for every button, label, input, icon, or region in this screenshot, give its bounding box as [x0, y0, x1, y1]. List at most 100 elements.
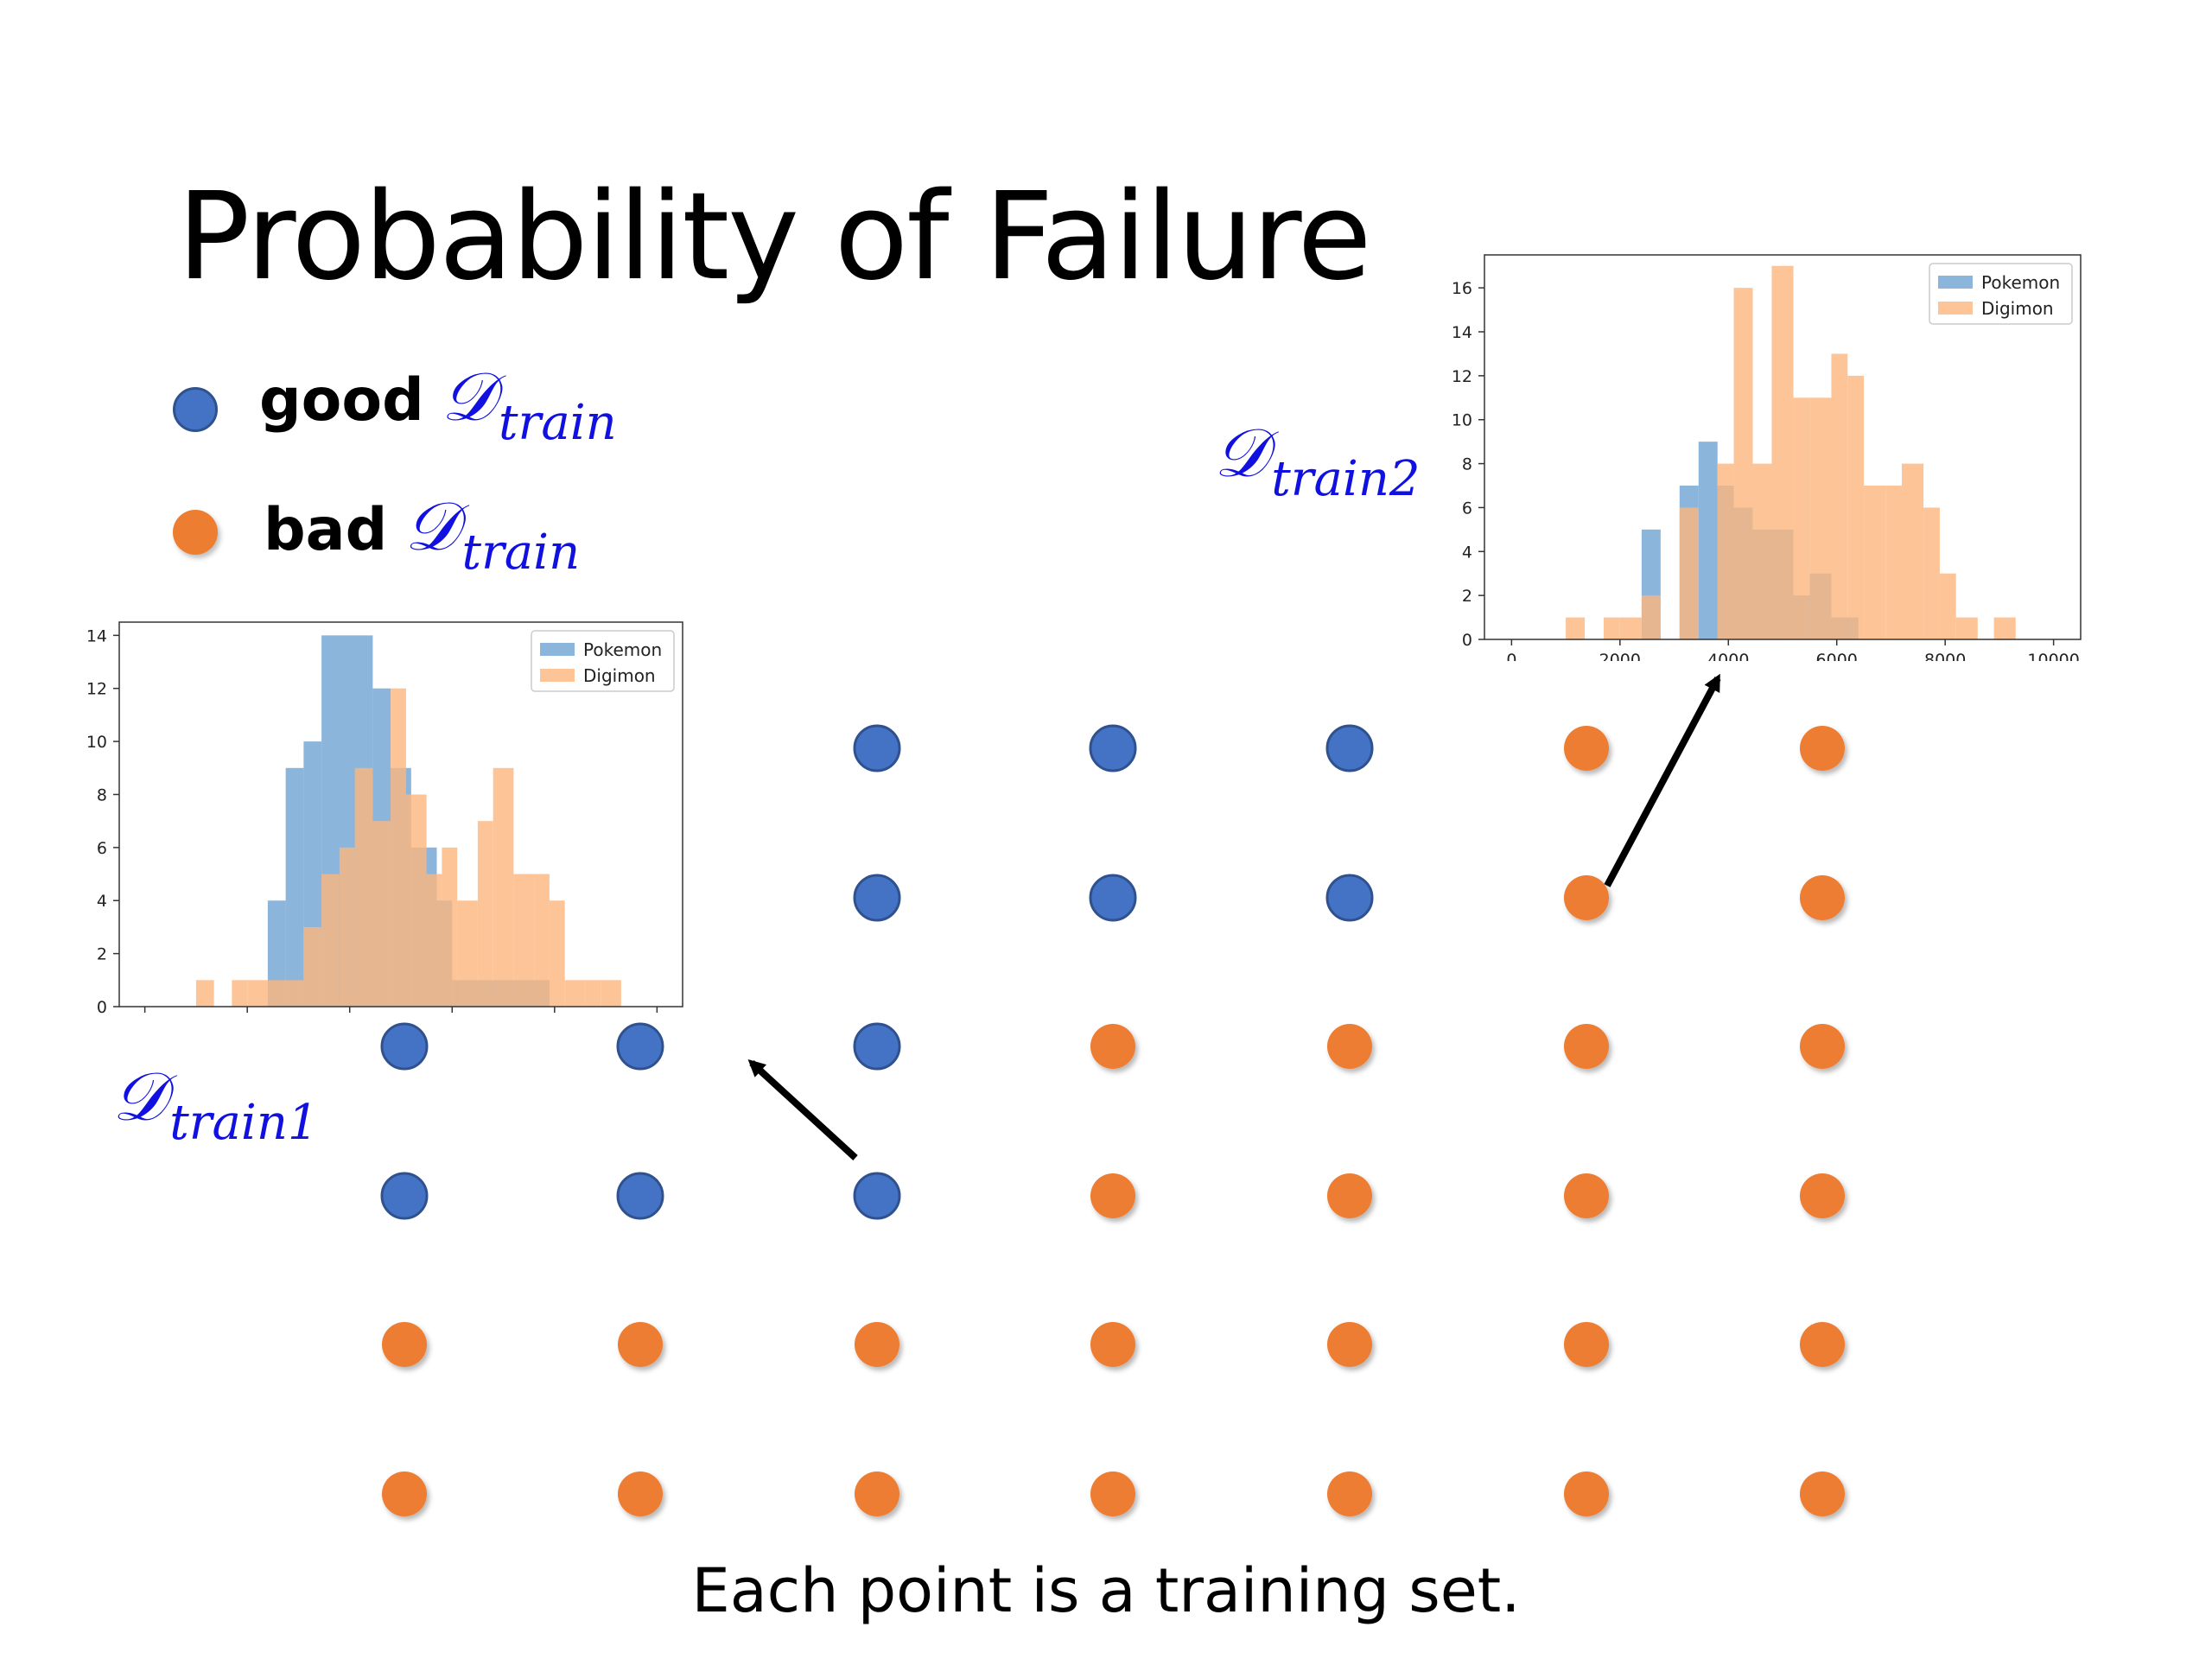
digimon-bar	[534, 874, 550, 1007]
digimon-bar	[267, 980, 286, 1007]
legend-entry: Digimon	[1981, 298, 2054, 319]
x-tick-label: 2000	[226, 1018, 268, 1020]
x-tick-label: 4000	[1707, 651, 1749, 661]
train2-label-sub: train2	[1271, 451, 1421, 507]
bad-training-set-dot	[1090, 1024, 1135, 1069]
y-tick-label: 4	[1462, 543, 1472, 562]
x-tick-label: 4000	[329, 1018, 371, 1020]
y-tick-label: 2	[1462, 587, 1472, 606]
digimon-bar	[585, 980, 601, 1007]
bad-training-set-dot	[1564, 875, 1609, 920]
good-training-set-dot	[853, 1022, 901, 1071]
digimon-bar	[1619, 617, 1642, 639]
digimon-bar	[426, 874, 442, 1007]
train1-label-sub: train1	[169, 1095, 319, 1151]
legend-good-math: 𝒟train	[441, 359, 617, 451]
bad-training-set-dot	[855, 1322, 899, 1367]
y-tick-label: 0	[1462, 631, 1472, 650]
legend-swatch	[540, 643, 575, 656]
digimon-bar	[549, 900, 565, 1007]
digimon-bar	[354, 767, 373, 1007]
bad-training-set-dot	[1800, 1024, 1845, 1069]
digimon-bar	[1604, 617, 1620, 639]
digimon-bar	[493, 767, 514, 1007]
bad-training-set-dot	[1327, 1322, 1372, 1367]
pokemon-bar	[1698, 442, 1718, 639]
train2-label: 𝒟train2	[1214, 415, 1421, 507]
digimon-bar	[1793, 397, 1810, 639]
good-training-set-dot	[616, 1172, 664, 1220]
legend-good-word: good	[259, 366, 424, 435]
y-tick-label: 12	[1452, 367, 1472, 386]
x-tick-label: 6000	[1816, 651, 1858, 661]
bad-training-set-dot	[1090, 1471, 1135, 1516]
y-tick-label: 10	[1452, 411, 1472, 430]
train1-label-symbol: 𝒟	[112, 1058, 167, 1136]
digimon-bar	[1885, 486, 1902, 639]
good-training-set-dot	[853, 724, 901, 772]
bad-training-set-dot	[1800, 726, 1845, 771]
legend-bad-word: bad	[264, 496, 388, 564]
digimon-bar	[1831, 353, 1848, 639]
good-training-set-dot	[1325, 724, 1374, 772]
legend-entry: Pokemon	[583, 639, 662, 660]
legend-bad-math-symbol: 𝒟	[404, 488, 459, 566]
train2-label-symbol: 𝒟	[1214, 415, 1268, 493]
bad-training-set-dot	[382, 1471, 427, 1516]
digimon-bar	[285, 980, 304, 1007]
bad-training-set-dot	[1564, 1322, 1609, 1367]
pokemon-bar	[285, 767, 304, 1007]
legend-bad-math: 𝒟train	[404, 488, 580, 581]
good-training-set-dot	[1089, 874, 1137, 922]
bad-training-set-dot	[1800, 875, 1845, 920]
x-tick-label: 0	[140, 1018, 150, 1020]
digimon-bar	[405, 794, 427, 1007]
bad-training-set-dot	[1564, 726, 1609, 771]
slide-title: Probability of Failure	[177, 167, 1372, 308]
digimon-bar	[1771, 265, 1794, 639]
bad-training-set-dot	[855, 1471, 899, 1516]
digimon-bar	[391, 688, 406, 1007]
good-training-set-dot	[1089, 724, 1137, 772]
y-tick-label: 4	[97, 892, 107, 911]
y-tick-label: 0	[97, 998, 107, 1017]
digimon-bar	[1717, 463, 1734, 639]
bad-training-set-dot	[1800, 1322, 1845, 1367]
histogram-train1: 0 2000 4000 6000 8000 10000 0 2 4 6 8 10 12 14 Pokemon…	[65, 613, 696, 1020]
bad-training-set-dot	[1327, 1471, 1372, 1516]
y-tick-label: 6	[97, 839, 107, 858]
good-training-set-dot	[380, 1022, 429, 1071]
x-tick-label: 10000	[631, 1018, 683, 1020]
digimon-bar	[1679, 507, 1699, 639]
digimon-bar	[195, 980, 214, 1007]
bad-training-set-dot	[1327, 1024, 1372, 1069]
digimon-bar	[372, 821, 391, 1007]
x-tick-label: 0	[1506, 651, 1516, 661]
digimon-bar	[321, 874, 340, 1007]
y-tick-label: 8	[1462, 455, 1472, 474]
good-training-set-dot	[380, 1172, 429, 1220]
bad-training-set-dot	[1090, 1322, 1135, 1367]
legend-swatch	[1938, 276, 1973, 289]
histogram-train2: 0 2000 4000 6000 8000 10000 0 2 4 6 8 10 12 14 16 Pokem…	[1434, 246, 2082, 661]
digimon-bar	[513, 874, 535, 1007]
legend-bad-math-sub: train	[461, 524, 581, 581]
digimon-bar	[1939, 573, 1956, 639]
digimon-bar	[601, 980, 621, 1007]
good-training-set-dot	[853, 874, 901, 922]
bad-training-set-dot	[1327, 1173, 1372, 1218]
legend-entry: Digimon	[583, 665, 656, 686]
good-training-set-dot	[1325, 874, 1374, 922]
digimon-bar	[303, 926, 322, 1007]
good-training-set-dot	[616, 1022, 664, 1071]
legend-entry: Pokemon	[1981, 272, 2060, 293]
pokemon-bar	[267, 900, 286, 1007]
digimon-bar	[339, 847, 355, 1007]
x-tick-label: 10000	[2027, 651, 2079, 661]
x-tick-label: 2000	[1599, 651, 1641, 661]
bad-legend-dot	[173, 510, 218, 555]
digimon-bar	[1993, 617, 2016, 639]
bad-training-set-dot	[1800, 1471, 1845, 1516]
legend-good-math-symbol: 𝒟	[441, 359, 496, 436]
